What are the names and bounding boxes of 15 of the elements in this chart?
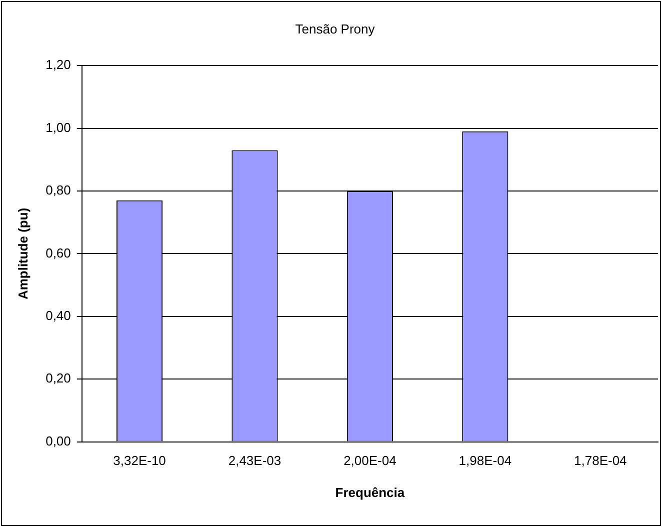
- y-tick-label: 0,00: [46, 433, 71, 448]
- x-tick-label: 2,00E-04: [344, 453, 396, 468]
- y-tick-label: 1,20: [46, 57, 71, 72]
- chart-title: Tensão Prony: [295, 21, 376, 36]
- y-tick-label: 0,20: [46, 370, 71, 386]
- x-tick-label: 1,78E-04: [574, 453, 627, 468]
- x-tick-label: 2,43E-03: [228, 453, 282, 468]
- y-tick-label: 1,00: [46, 120, 71, 135]
- x-tick-label: 3,32E-10: [113, 453, 166, 468]
- y-axis-title: Amplitude (pu): [15, 208, 30, 300]
- y-tick-label: 0,60: [46, 245, 71, 260]
- x-axis-title: Frequência: [335, 484, 406, 500]
- y-tick-label: 0,80: [46, 182, 71, 198]
- y-tick-label: 0,40: [46, 308, 71, 323]
- x-tick-label: 1,98E-04: [458, 453, 512, 468]
